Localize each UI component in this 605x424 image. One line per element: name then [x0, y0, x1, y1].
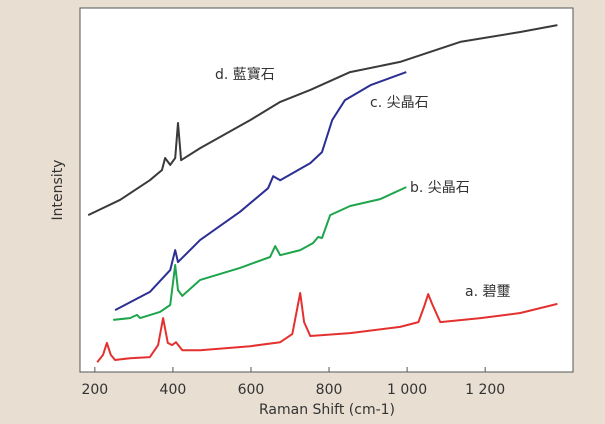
x-tick-label: 800 — [316, 382, 343, 398]
plot-area — [79, 7, 574, 373]
series-label: c. 尖晶石 — [370, 95, 429, 111]
x-tick-label: 1 200 — [465, 382, 505, 398]
x-tick-label: 1 000 — [387, 382, 427, 398]
series-label: a. 碧璽 — [465, 284, 510, 300]
x-axis-label: Raman Shift (cm-1) — [259, 402, 395, 418]
spectrum-line — [113, 186, 407, 321]
y-axis-label: Intensity — [50, 160, 66, 221]
spectrum-line — [87, 24, 558, 217]
series-label: b. 尖晶石 — [410, 180, 470, 196]
series-label: d. 藍寶石 — [215, 67, 275, 83]
x-tick-label: 400 — [160, 382, 187, 398]
x-tick-label: 200 — [81, 382, 108, 398]
spectrum-line — [114, 71, 407, 311]
x-tick-label: 600 — [238, 382, 265, 398]
spectrum-line — [96, 292, 558, 363]
